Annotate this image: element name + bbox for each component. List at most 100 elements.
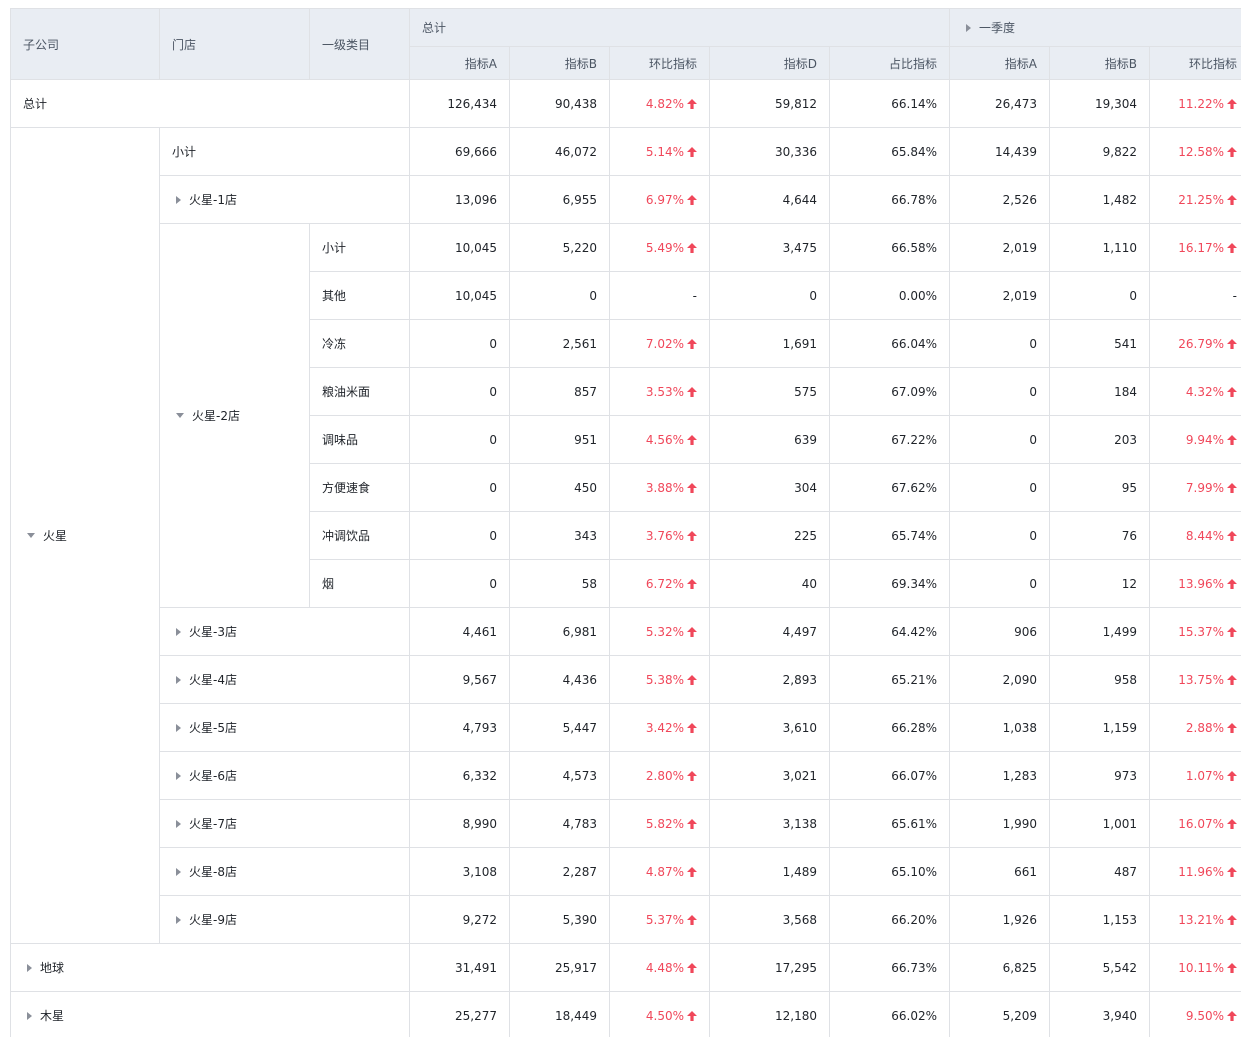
collapse-icon[interactable] — [27, 533, 35, 538]
table-cell: 3,568 — [710, 896, 830, 944]
table-cell: 0 — [950, 560, 1050, 608]
table-cell: 2,893 — [710, 656, 830, 704]
row-header-label: 木星 — [40, 1009, 65, 1023]
cell-value: 2,019 — [1002, 240, 1037, 255]
table-cell: 5.38% — [610, 656, 710, 704]
table-cell: 0 — [410, 464, 510, 512]
table-cell: 3.88% — [610, 464, 710, 512]
table-cell: 3.76% — [610, 512, 710, 560]
cell-value: 0 — [1129, 288, 1137, 303]
cell-value: 0 — [1029, 480, 1037, 495]
cell-value: 13.75% — [1178, 672, 1224, 687]
cell-value: 65.21% — [891, 672, 937, 687]
arrow-up-icon — [687, 626, 697, 637]
header-metric-2[interactable]: 环比指标 — [610, 47, 710, 80]
expand-icon[interactable] — [176, 675, 181, 684]
table-cell: 1,038 — [950, 704, 1050, 752]
expand-icon[interactable] — [176, 819, 181, 828]
header-group-q1-label: 一季度 — [979, 21, 1016, 35]
cell-value: 66.14% — [891, 96, 937, 111]
row-header-cell[interactable]: 火星-8店 — [160, 848, 410, 896]
expand-icon[interactable] — [176, 627, 181, 636]
cell-value: 4.56% — [645, 432, 684, 447]
cell-value: 906 — [1014, 624, 1037, 639]
expand-icon[interactable] — [176, 771, 181, 780]
expand-icon[interactable] — [176, 867, 181, 876]
table-cell: 2.80% — [610, 752, 710, 800]
arrow-up-icon — [1227, 722, 1237, 733]
table-cell: 4.48% — [610, 944, 710, 992]
cell-value: 76 — [1121, 528, 1137, 543]
header-category[interactable]: 一级类目 — [310, 9, 410, 80]
cell-value: 5.37% — [645, 912, 684, 927]
cell-value: 6.72% — [645, 576, 684, 591]
expand-icon[interactable] — [27, 963, 32, 972]
table-cell: 661 — [950, 848, 1050, 896]
row-header-label: 火星 — [43, 529, 68, 543]
table-cell: 10.11% — [1150, 944, 1241, 992]
table-cell: 5.49% — [610, 224, 710, 272]
table-cell: 6,981 — [510, 608, 610, 656]
cell-value: 2,526 — [1002, 192, 1037, 207]
table-cell: 1,283 — [950, 752, 1050, 800]
row-header-cell[interactable]: 火星-9店 — [160, 896, 410, 944]
row-header-cell[interactable]: 地球 — [10, 944, 410, 992]
cell-value: 16.17% — [1178, 240, 1224, 255]
arrow-up-icon — [1227, 434, 1237, 445]
expand-icon[interactable] — [27, 1011, 32, 1020]
cell-value: 1,691 — [782, 336, 817, 351]
arrow-up-icon — [1227, 386, 1237, 397]
row-header-cell[interactable]: 火星-4店 — [160, 656, 410, 704]
header-metric-5[interactable]: 指标A — [950, 47, 1050, 80]
row-header-cell[interactable]: 木星 — [10, 992, 410, 1037]
row-header-cell[interactable]: 火星-6店 — [160, 752, 410, 800]
header-metric-3[interactable]: 指标D — [710, 47, 830, 80]
expand-icon[interactable] — [176, 915, 181, 924]
collapse-icon[interactable] — [176, 413, 184, 418]
header-metric-4[interactable]: 占比指标 — [830, 47, 950, 80]
cell-value: 3,610 — [782, 720, 817, 735]
table-cell: 4.87% — [610, 848, 710, 896]
table-cell: 0 — [410, 416, 510, 464]
arrow-up-icon — [1227, 98, 1237, 109]
arrow-up-icon — [1227, 146, 1237, 157]
cell-value: 4,497 — [782, 624, 817, 639]
header-metric-1[interactable]: 指标B — [510, 47, 610, 80]
cell-value: 66.28% — [891, 720, 937, 735]
table-cell: 4,793 — [410, 704, 510, 752]
row-header-cell[interactable]: 火星-3店 — [160, 608, 410, 656]
row-header-cell[interactable]: 火星-5店 — [160, 704, 410, 752]
table-cell: 26.79% — [1150, 320, 1241, 368]
cell-value: 9,567 — [462, 672, 497, 687]
table-cell: 65.84% — [830, 128, 950, 176]
cell-value: 66.07% — [891, 768, 937, 783]
cell-value: 69,666 — [455, 144, 497, 159]
row-header-cell: 冲调饮品 — [310, 512, 410, 560]
row-header-cell[interactable]: 火星-1店 — [160, 176, 410, 224]
header-company[interactable]: 子公司 — [10, 9, 160, 80]
table-cell: 5,209 — [950, 992, 1050, 1037]
row-header-cell[interactable]: 火星-2店 — [160, 224, 310, 608]
arrow-up-icon — [687, 482, 697, 493]
header-store[interactable]: 门店 — [160, 9, 310, 80]
expand-icon[interactable] — [176, 195, 181, 204]
cell-value: 541 — [1114, 336, 1137, 351]
header-metric-7[interactable]: 环比指标 — [1150, 47, 1241, 80]
arrow-up-icon — [1227, 482, 1237, 493]
expand-icon[interactable] — [176, 723, 181, 732]
cell-value: 66.04% — [891, 336, 937, 351]
table-cell: 65.10% — [830, 848, 950, 896]
header-metric-0[interactable]: 指标A — [410, 47, 510, 80]
cell-value: 304 — [794, 480, 817, 495]
header-metric-6[interactable]: 指标B — [1050, 47, 1150, 80]
header-group-q1[interactable]: 一季度 — [950, 9, 1241, 47]
row-header-cell[interactable]: 火星-7店 — [160, 800, 410, 848]
arrow-up-icon — [1227, 674, 1237, 685]
expand-icon[interactable] — [966, 23, 971, 32]
cell-value: 225 — [794, 528, 817, 543]
table-cell: 66.14% — [830, 80, 950, 128]
row-header-cell[interactable]: 火星 — [10, 128, 160, 944]
cell-value: 2,561 — [562, 336, 597, 351]
arrow-up-icon — [1227, 194, 1237, 205]
cell-value: 3,108 — [462, 864, 497, 879]
